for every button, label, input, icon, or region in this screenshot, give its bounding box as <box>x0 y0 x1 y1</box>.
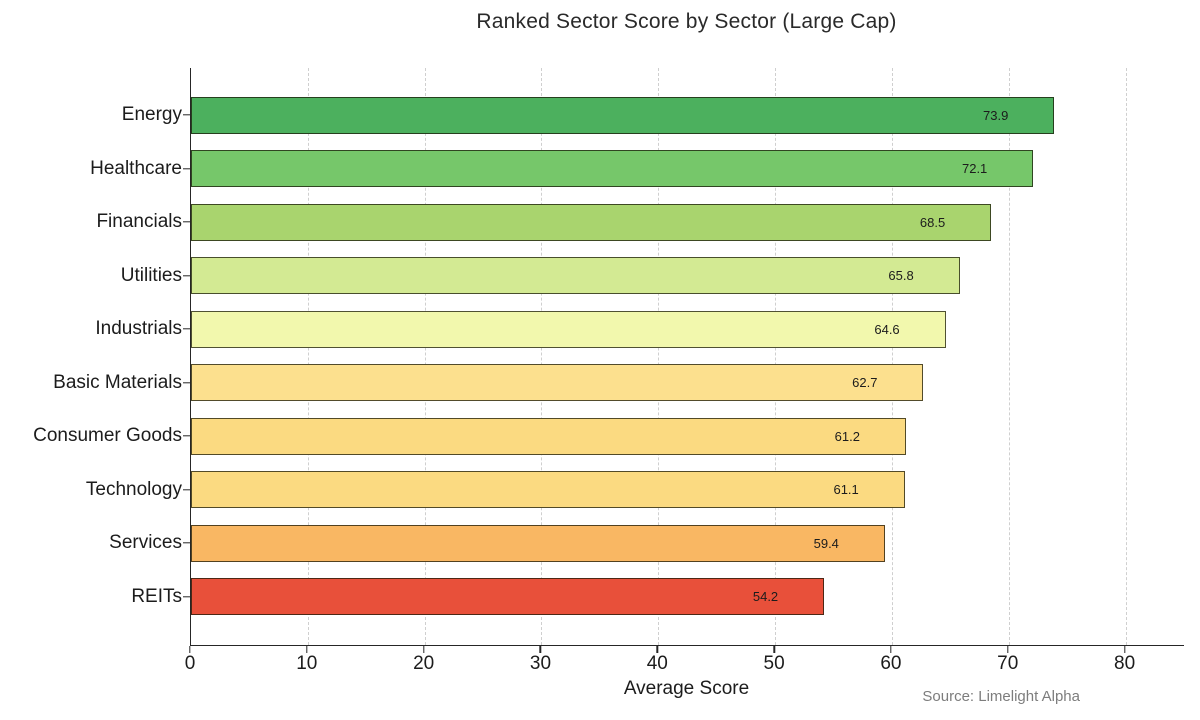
bar-energy: 73.9 <box>191 96 1055 134</box>
category-label-industrials: Industrials <box>95 318 182 339</box>
plot-area: 73.9 72.1 68.5 65.8 64.6 62.7 61.2 61.1 59.4 54.2 <box>190 68 1184 646</box>
x-tick-label-10: 10 <box>296 653 318 674</box>
bar-consumer-goods: 61.2 <box>191 417 906 455</box>
gridline-x-20 <box>424 68 426 645</box>
x-tick-10 <box>306 646 308 653</box>
category-label-energy: Energy <box>121 104 182 125</box>
x-tick-label-0: 0 <box>184 653 196 674</box>
x-tick-80 <box>1123 646 1126 653</box>
source-note: Source: Limelight Alpha <box>922 688 1080 705</box>
bar-value-label: 68.5 <box>919 214 946 230</box>
bar-value-label: 72.1 <box>961 161 988 176</box>
x-tick-label-80: 80 <box>1114 653 1136 674</box>
bar-value-label: 61.1 <box>833 482 859 497</box>
y-tick <box>182 167 190 170</box>
bar-healthcare: 72.1 <box>191 150 1034 187</box>
x-tick-70 <box>1007 646 1009 653</box>
y-tick <box>182 328 190 330</box>
bar-value-label: 61.2 <box>834 428 860 444</box>
gridline-x-40 <box>658 68 660 645</box>
y-tick <box>182 221 190 223</box>
y-tick <box>182 542 190 544</box>
bar-industrials: 64.6 <box>191 310 946 348</box>
bar-value-label: 64.6 <box>874 321 900 337</box>
y-tick <box>182 381 190 384</box>
category-label-technology: Technology <box>85 478 182 500</box>
y-tick <box>182 595 190 598</box>
x-tick-20 <box>422 646 425 653</box>
bar-value-label: 65.8 <box>888 268 914 283</box>
x-tick-label-30: 30 <box>529 653 552 674</box>
category-label-healthcare: Healthcare <box>90 157 182 179</box>
x-tick-60 <box>890 646 892 653</box>
x-tick-50 <box>773 646 775 653</box>
category-label-basic-materials: Basic Materials <box>53 371 182 393</box>
gridline-x-50 <box>775 68 777 645</box>
y-tick <box>182 114 190 116</box>
x-tick-label-20: 20 <box>413 653 435 674</box>
chart-title: Ranked Sector Score by Sector (Large Cap… <box>476 10 897 33</box>
x-tick-label-60: 60 <box>880 653 902 674</box>
x-tick-label-40: 40 <box>646 653 668 674</box>
gridline-x-10 <box>307 68 309 645</box>
bar-technology: 61.1 <box>191 471 905 508</box>
bar-value-label: 73.9 <box>983 107 1009 123</box>
x-tick-40 <box>656 646 658 653</box>
x-tick-label-70: 70 <box>997 653 1019 674</box>
category-label-services: Services <box>109 532 182 553</box>
bar-basic-materials: 62.7 <box>191 364 924 401</box>
category-label-reits: REITs <box>131 585 182 607</box>
gridline-x-60 <box>891 68 893 645</box>
gridline-x-30 <box>541 68 543 645</box>
bar-value-label: 62.7 <box>852 375 878 390</box>
gridline-x-80 <box>1125 68 1127 645</box>
x-tick-0 <box>189 646 191 653</box>
bar-utilities: 65.8 <box>191 257 960 294</box>
category-label-consumer-goods: Consumer Goods <box>33 425 182 446</box>
bar-value-label: 59.4 <box>813 535 839 551</box>
y-tick <box>182 435 190 437</box>
bar-reits: 54.2 <box>191 578 825 615</box>
bar-financials: 68.5 <box>191 203 992 241</box>
x-tick-30 <box>539 646 542 653</box>
y-tick <box>182 274 190 277</box>
gridline-x-70 <box>1008 68 1010 645</box>
y-tick <box>182 488 190 491</box>
x-tick-label-50: 50 <box>763 653 785 674</box>
bar-value-label: 54.2 <box>752 589 779 604</box>
category-label-financials: Financials <box>96 211 182 232</box>
x-axis-title: Average Score <box>623 678 750 699</box>
category-label-utilities: Utilities <box>120 264 182 286</box>
bar-services: 59.4 <box>191 524 885 562</box>
